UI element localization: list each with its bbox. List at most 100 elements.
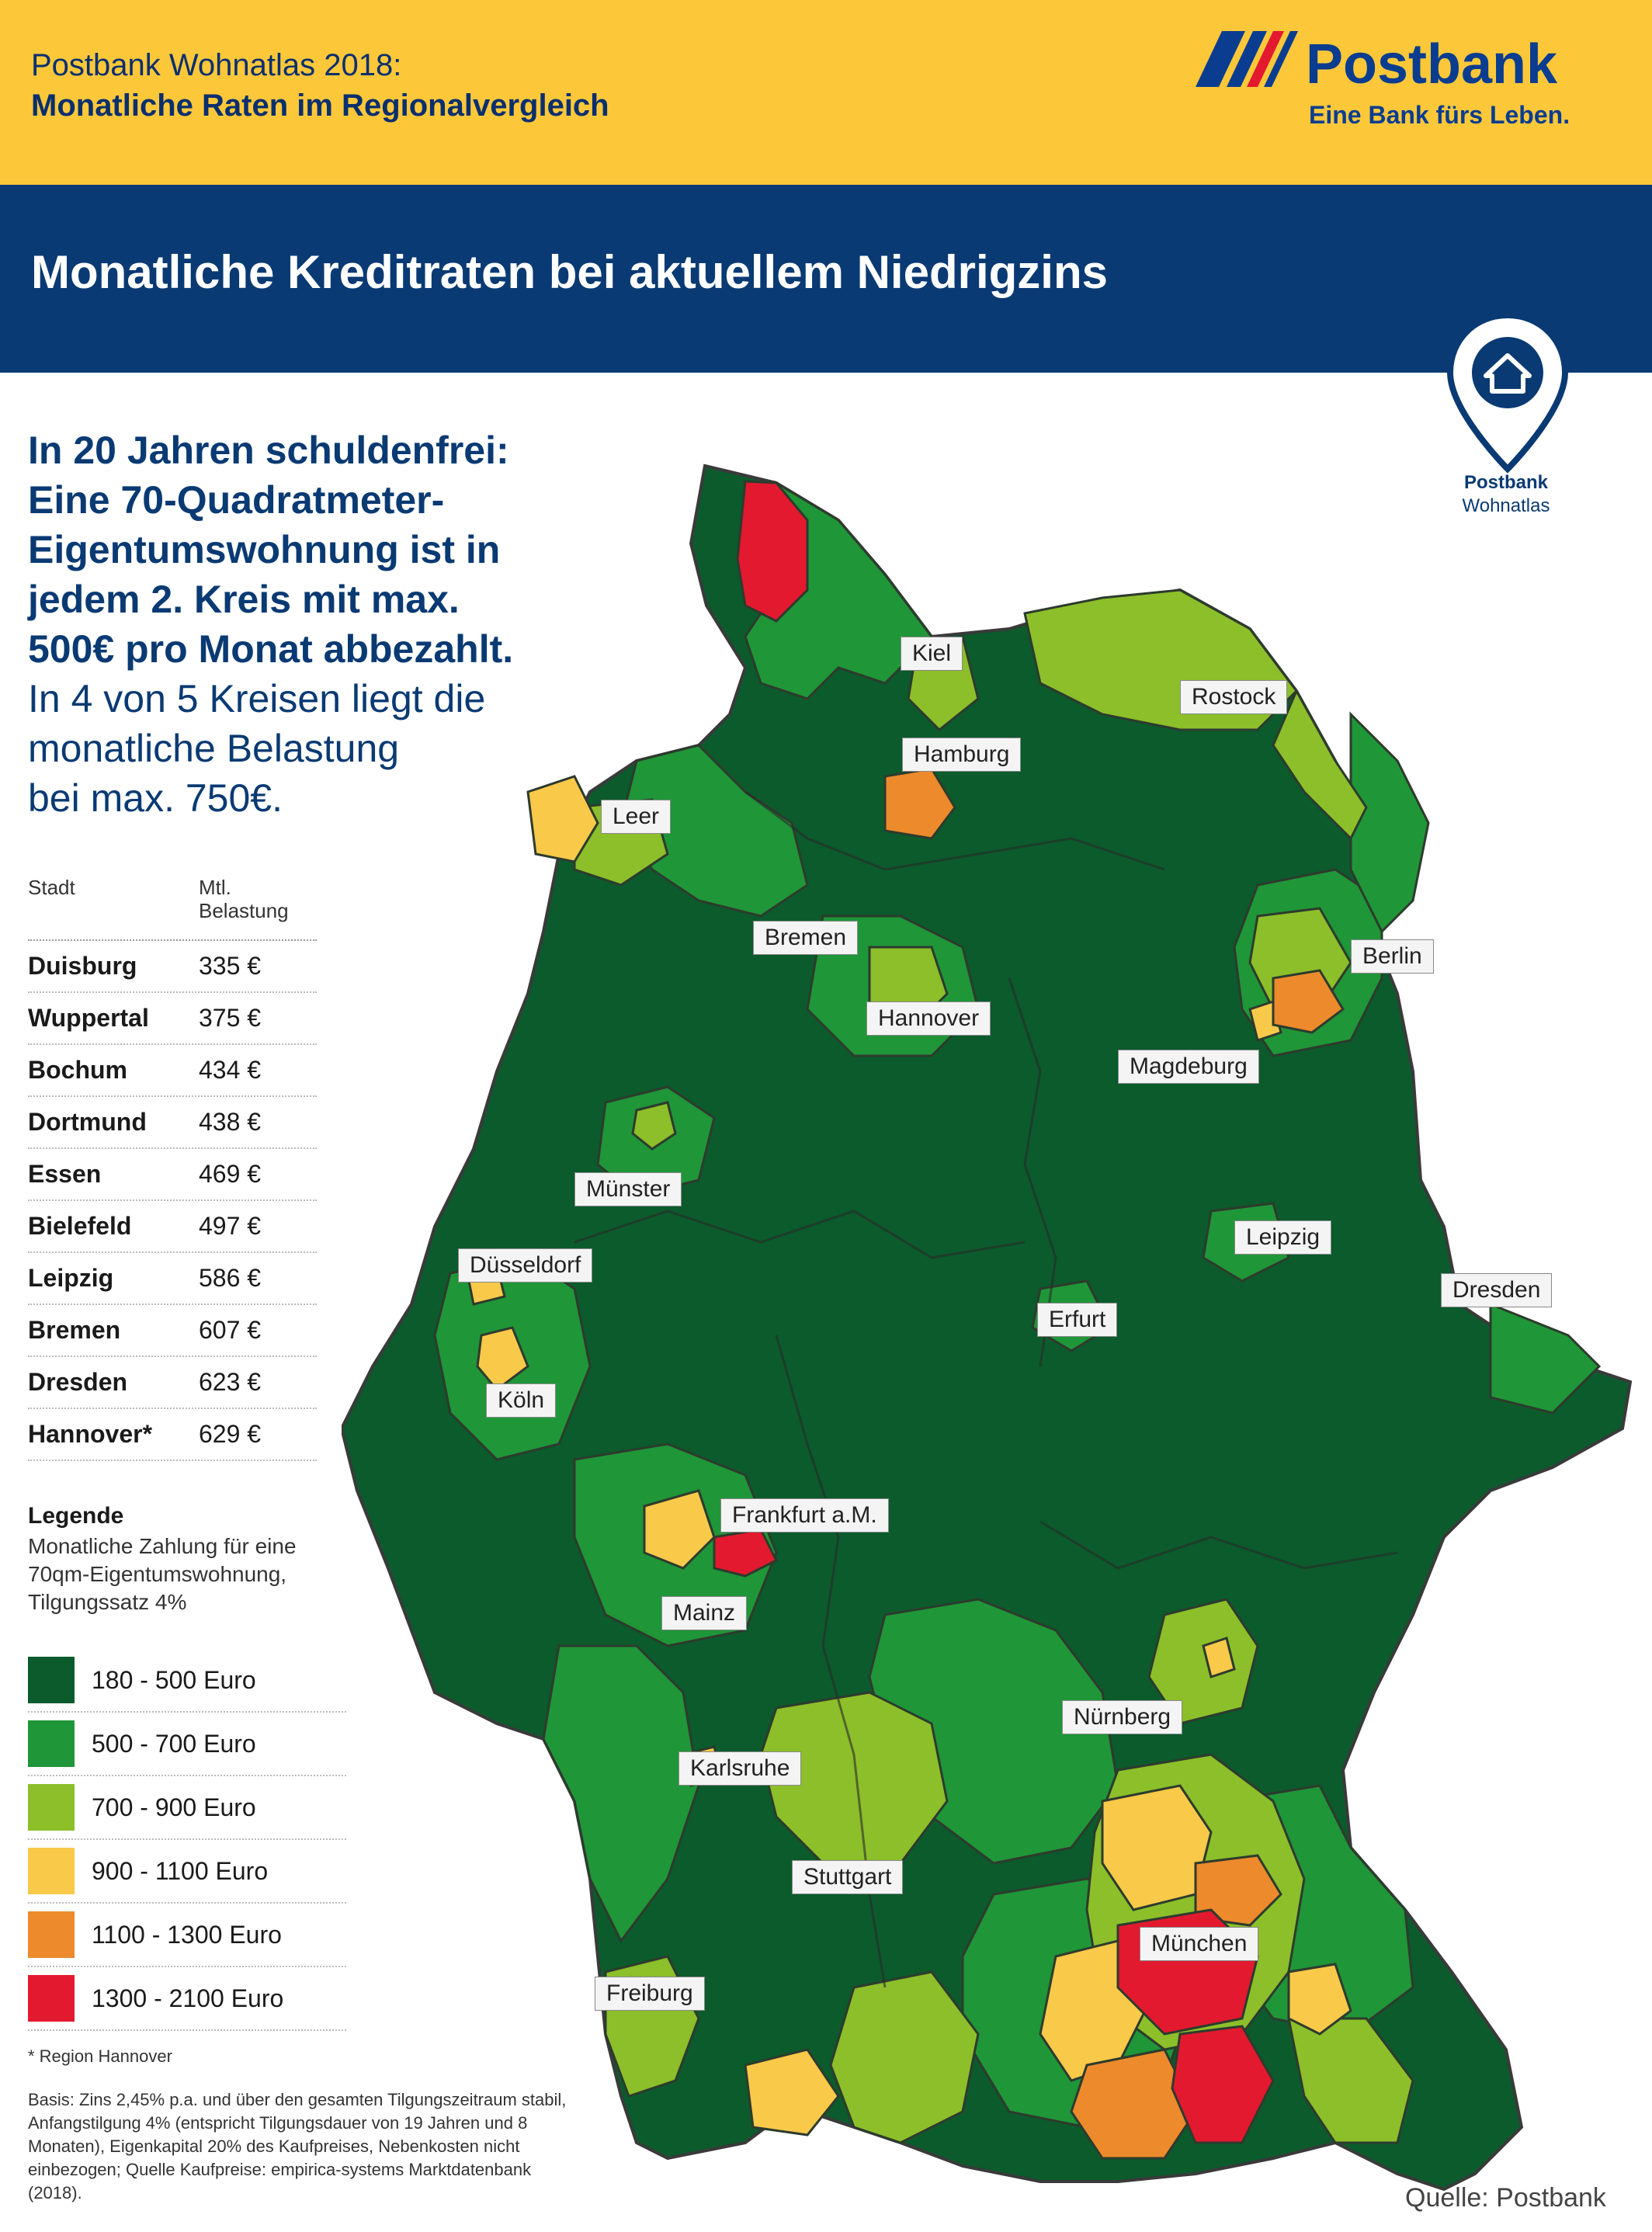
region-nordfriesland [736,480,809,623]
city-label-duesseldorf: Düsseldorf [458,1248,593,1283]
region-nuernberg [1147,1598,1259,1725]
region-saxony [1489,1302,1602,1415]
table-row: Bremen 607 € [28,1305,317,1357]
row-city: Dortmund [28,1108,147,1136]
legend-swatch [28,1720,75,1767]
region-baden [542,1644,700,1943]
legend-item: 900 - 1100 Euro [28,1840,346,1904]
region-nuernberg-city [1202,1637,1236,1678]
table-row: Essen 469 € [28,1149,317,1201]
location-pin-house-icon [1446,311,1569,474]
region-vorpommern [1272,688,1368,841]
city-label-nuernberg: Nürnberg [1062,1700,1183,1734]
legend-label: 900 - 1100 Euro [92,1856,269,1885]
city-label-berlin: Berlin [1351,939,1434,974]
region-miesbach [1171,2025,1275,2144]
row-city: Hannover* [28,1420,153,1448]
table-row: Bochum 434 € [28,1045,317,1097]
row-value: 335 € [199,952,262,980]
intro-bold-line: In 20 Jahren schuldenfrei: [28,429,509,472]
table-row: Dresden 623 € [28,1357,317,1409]
table-row: Dortmund 438 € [28,1097,317,1149]
legend-swatch [28,1848,75,1894]
table-row: Wuppertal 375 € [28,993,317,1045]
regions-1100-1300 [883,767,1345,2160]
header-city: Stadt [28,876,75,899]
region-muenster-core [631,1101,677,1151]
row-city: Leipzig [28,1264,114,1292]
city-label-freiburg: Freiburg [595,1977,705,2011]
city-label-hamburg: Hamburg [902,738,1022,772]
pin-label-product: Wohnatlas [1462,495,1550,516]
row-value: 629 € [199,1420,262,1448]
row-value: 607 € [199,1316,262,1344]
row-value: 434 € [199,1056,262,1084]
intro-bold-line: Eigentumswohnung ist in [28,528,501,571]
row-value: 586 € [199,1264,262,1292]
row-city: Bielefeld [28,1212,132,1240]
table-row: Duisburg 335 € [28,941,317,993]
legend: 180 - 500 Euro 500 - 700 Euro 700 - 900 Eu… [28,1649,346,2031]
postbank-logo: Postbank Eine Bank fürs Leben. [1196,26,1630,143]
row-value: 375 € [199,1004,262,1032]
row-city: Essen [28,1160,102,1188]
page-title: Monatliche Kreditraten bei aktuellem Nie… [31,246,1108,298]
city-label-magdeburg: Magdeburg [1118,1050,1259,1084]
region-allgaeu [829,1970,980,2144]
title-banner: Monatliche Kreditraten bei aktuellem Nie… [0,185,1652,373]
row-value: 623 € [199,1368,262,1396]
city-label-frankfurt: Frankfurt a.M. [720,1498,889,1533]
row-value: 438 € [199,1108,262,1136]
legend-item: 1100 - 1300 Euro [28,1904,346,1967]
row-city: Bremen [28,1316,121,1344]
city-table: Stadt Mtl. Belastung Duisburg 335 € Wupper… [28,876,317,1461]
intro-bold-line: 500€ pro Monat abbezahlt. [28,627,514,671]
map-regions [339,463,1633,2192]
legend-item: 700 - 900 Euro [28,1776,346,1840]
legend-label: 700 - 900 Euro [92,1793,256,1821]
region-berlin [1272,969,1345,1034]
legend-swatch [28,1975,75,2022]
region-lake-constance [744,2048,840,2137]
intro-normal-line: bei max. 750€. [28,776,283,820]
legend-item: 500 - 700 Euro [28,1713,346,1776]
legend-item: 180 - 500 Euro [28,1649,346,1713]
row-city: Bochum [28,1056,127,1084]
footnote: * Region Hannover [28,2046,172,2066]
legend-swatch [28,1911,75,1958]
legend-swatch [28,1657,75,1703]
city-label-leipzig: Leipzig [1234,1220,1332,1255]
row-value: 497 € [199,1212,262,1240]
subtitle-line2: Monatliche Raten im Regionalvergleich [31,89,609,123]
intro-text: In 20 Jahren schuldenfrei: Eine 70-Quadr… [28,425,571,823]
table-row: Leipzig 586 € [28,1253,317,1305]
intro-bold-line: jedem 2. Kreis mit max. [28,578,460,621]
city-label-leer: Leer [601,800,672,834]
region-muenchen-north [1194,1854,1282,1927]
region-koeln [476,1326,529,1392]
row-city: Wuppertal [28,1004,149,1032]
logo-slogan: Eine Bank fürs Leben. [1309,101,1570,129]
city-label-bremen: Bremen [753,921,859,955]
region-east-border [1349,711,1430,934]
city-label-erfurt: Erfurt [1037,1303,1118,1337]
header-value-line1: Mtl. [199,876,231,899]
city-label-karlsruhe: Karlsruhe [678,1751,802,1786]
city-label-dresden: Dresden [1441,1273,1553,1307]
city-label-hannover: Hannover [866,1001,991,1036]
header-bar: Postbank Wohnatlas 2018: Monatliche Rate… [0,0,1652,185]
state-borders [574,790,1398,1988]
header-value-line2: Belastung [199,899,289,922]
region-leer [526,775,599,863]
city-label-mainz: Mainz [661,1596,748,1630]
table-header: Stadt Mtl. Belastung [28,876,317,941]
legend-label: 500 - 700 Euro [92,1729,256,1758]
city-label-stuttgart: Stuttgart [792,1860,904,1894]
intro-normal-line: monatliche Belastung [28,727,400,770]
legend-label: 180 - 500 Euro [92,1665,256,1694]
table-row: Bielefeld 497 € [28,1201,317,1253]
table-row: Hannover* 629 € [28,1409,317,1461]
city-label-kiel: Kiel [901,637,963,671]
logo-brand: Postbank [1306,33,1558,95]
pin-label-brand: Postbank [1463,472,1549,493]
